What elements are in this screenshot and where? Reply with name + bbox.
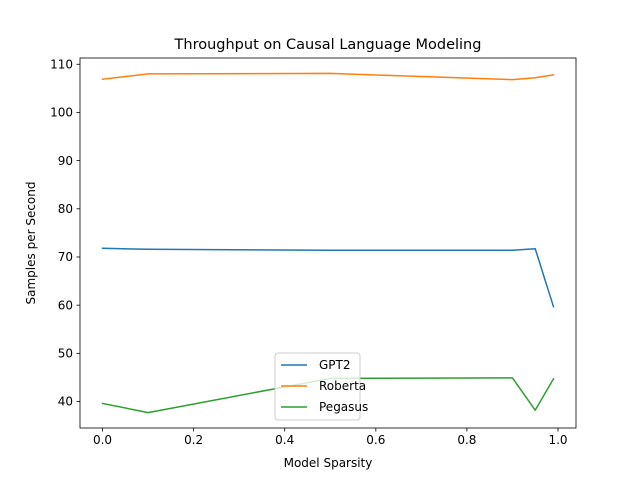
legend-label-gpt2: GPT2: [319, 358, 351, 372]
plot-area: 0.0 0.2 0.4 0.6 0.8 1.0 40 50 60 70 80 90 100 110: [50, 57, 577, 447]
y-axis: 40 50 60 70 80 90 100 110: [50, 57, 80, 409]
legend: GPT2 Roberta Pegasus: [274, 352, 368, 421]
chart-title: Throughput on Causal Language Modeling: [174, 37, 482, 53]
y-tick-label: 110: [50, 57, 73, 71]
y-tick-label: 50: [58, 347, 73, 361]
series-line-roberta: [101, 72, 555, 81]
y-tick-label: 80: [58, 202, 73, 216]
y-axis-title: Samples per Second: [24, 182, 38, 305]
x-axis: 0.0 0.2 0.4 0.6 0.8 1.0: [93, 428, 568, 447]
legend-entries: GPT2 Roberta Pegasus: [281, 358, 368, 414]
legend-label-roberta: Roberta: [319, 379, 366, 393]
series-layer: [101, 72, 555, 414]
y-tick-label: 70: [58, 250, 73, 264]
x-tick-label: 0.4: [275, 433, 294, 447]
legend-label-pegasus: Pegasus: [319, 400, 368, 414]
x-tick-label: 0.2: [184, 433, 203, 447]
x-axis-title: Model Sparsity: [284, 456, 373, 470]
y-tick-label: 40: [58, 395, 73, 409]
y-tick-label: 90: [58, 154, 73, 168]
x-tick-label: 0.0: [93, 433, 112, 447]
legend-box: [274, 352, 361, 421]
x-tick-label: 0.6: [366, 433, 385, 447]
y-tick-label: 100: [50, 106, 73, 120]
x-tick-label: 0.8: [457, 433, 476, 447]
x-tick-label: 1.0: [548, 433, 567, 447]
axes-frame: [79, 57, 577, 429]
series-line-pegasus: [101, 377, 555, 414]
y-tick-label: 60: [58, 298, 73, 312]
series-line-gpt2: [101, 247, 555, 308]
